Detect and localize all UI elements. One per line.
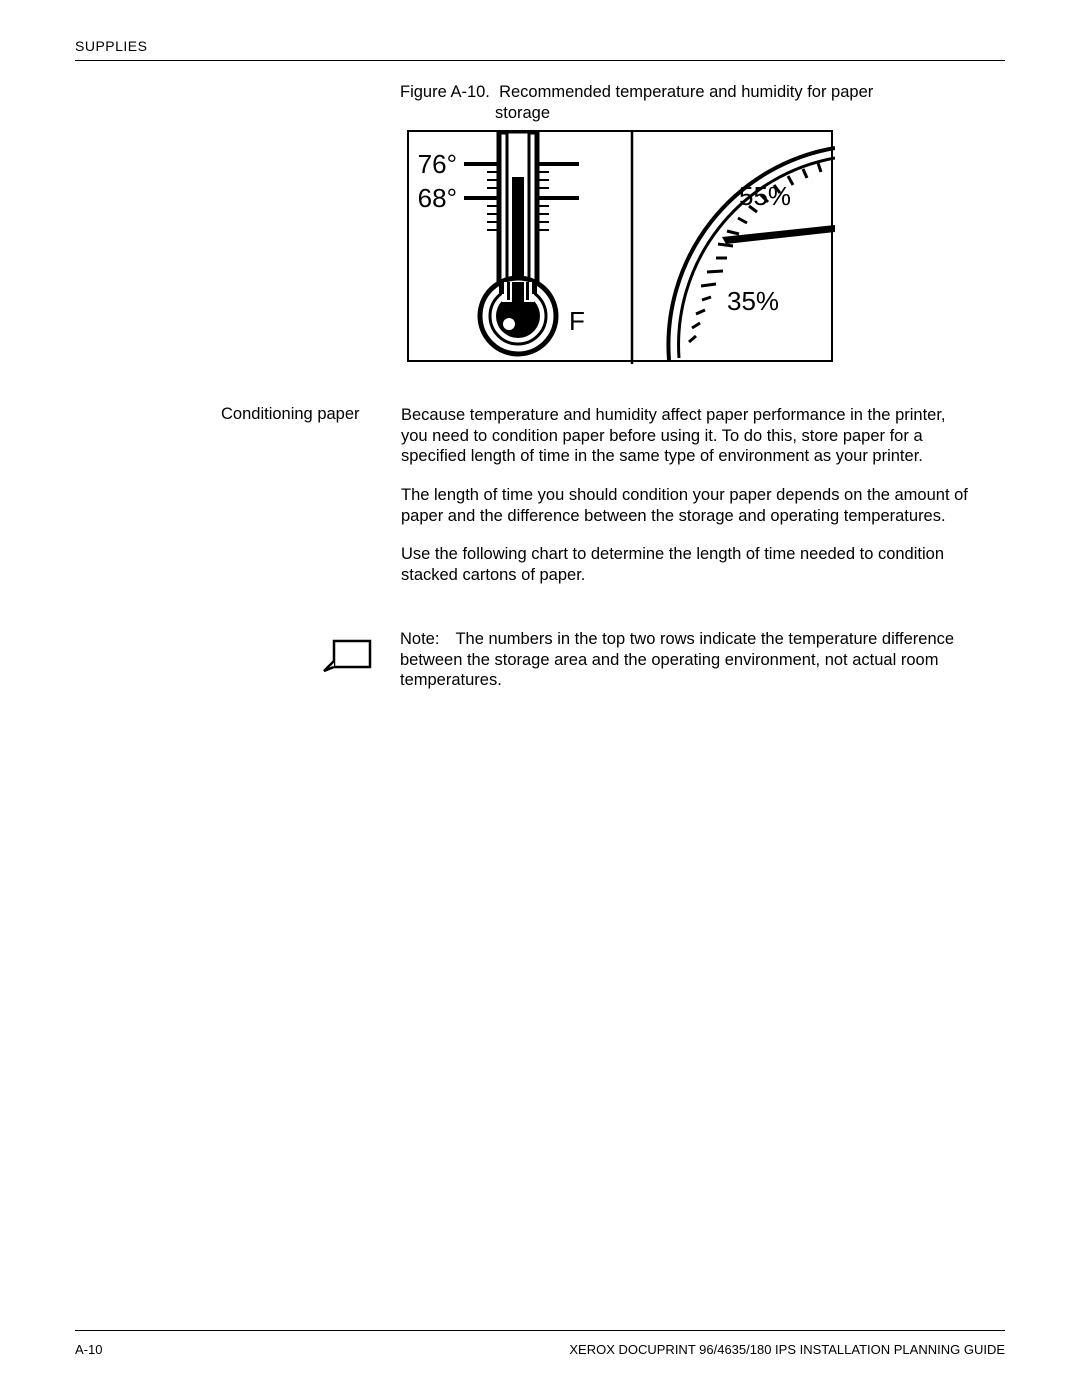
section-para-2: The length of time you should condition … [401,485,971,526]
header-section: SUPPLIES [75,38,147,54]
page-footer: A-10 XEROX DOCUPRINT 96/4635/180 IPS INS… [75,1342,1005,1357]
section-heading: Conditioning paper [221,405,401,603]
humidity-low-label: 35% [727,286,779,316]
page: SUPPLIES Figure A-10. Recommended temper… [0,0,1080,1397]
figure-caption: Figure A-10. Recommended temperature and… [400,82,960,123]
temp-high-label: 76° [418,149,457,179]
footer-page-number: A-10 [75,1342,102,1357]
section-para-3: Use the following chart to determine the… [401,544,971,585]
note-body: Note:The numbers in the top two rows ind… [400,629,970,691]
temp-unit-label: F [569,306,585,336]
footer-doc-title: XEROX DOCUPRINT 96/4635/180 IPS INSTALLA… [569,1342,1005,1357]
figure-box: 76° 68° F [407,130,833,362]
note-row: Note:The numbers in the top two rows ind… [320,629,970,691]
note-text: The numbers in the top two rows indicate… [400,630,954,689]
figure-title-line2: storage [400,103,960,124]
temp-low-label: 68° [418,183,457,213]
page-header: SUPPLIES [75,38,1005,61]
footer-rule [75,1330,1005,1331]
conditioning-section: Conditioning paper Because temperature a… [221,405,971,603]
section-body: Because temperature and humidity affect … [401,405,971,603]
note-prefix: Note: [400,630,455,648]
figure-label: Figure A-10. [400,83,490,101]
humidity-high-label: 55% [739,181,791,211]
figure-svg: 76° 68° F [409,132,835,364]
note-icon [320,629,400,686]
figure-title-line1: Recommended temperature and humidity for… [499,83,873,101]
section-para-1: Because temperature and humidity affect … [401,405,971,467]
